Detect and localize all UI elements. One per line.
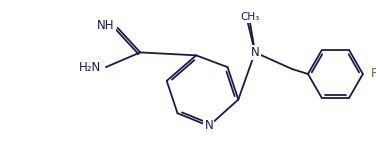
Text: N: N [205, 120, 213, 132]
Text: F: F [371, 67, 376, 81]
Text: NH: NH [97, 19, 115, 32]
Text: H₂N: H₂N [79, 61, 101, 74]
Text: CH₃: CH₃ [241, 12, 260, 22]
Text: N: N [251, 46, 259, 59]
